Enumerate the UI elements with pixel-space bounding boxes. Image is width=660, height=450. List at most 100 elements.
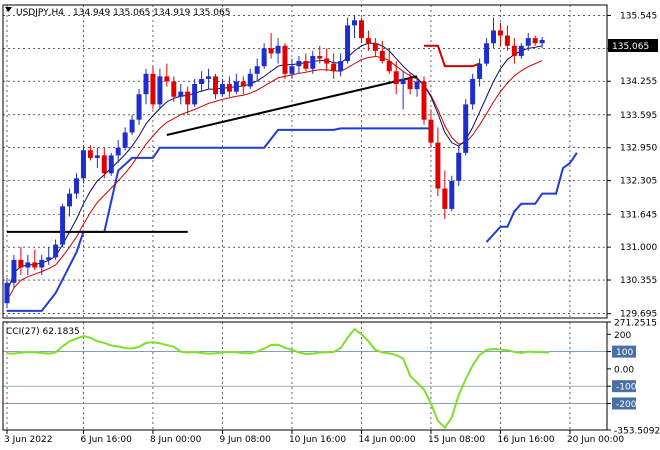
candle-body	[108, 155, 114, 174]
trend-line	[166, 75, 418, 136]
candle-body	[435, 142, 441, 189]
symbol-label: USDJPY,H4	[16, 8, 64, 18]
candle-body	[379, 50, 385, 62]
candle-body	[338, 61, 344, 72]
candle-body	[456, 152, 462, 181]
candle-body	[39, 259, 45, 268]
candle-body	[46, 257, 52, 260]
cci-tick-label: -353.5092	[614, 427, 660, 437]
lower-envelope-line-late	[485, 152, 578, 243]
candle-body	[233, 81, 239, 92]
candle-body	[226, 84, 232, 92]
cci-line	[6, 327, 550, 430]
cci-tick-label: 0.00	[614, 365, 634, 375]
candle-body	[421, 81, 427, 120]
candle-body	[157, 76, 163, 105]
candle-body	[171, 81, 177, 97]
candle-body	[442, 188, 448, 209]
candle-body	[511, 45, 517, 56]
candle-body	[240, 81, 246, 87]
cci-tick-label: 200	[614, 331, 631, 341]
candle-body	[74, 178, 79, 194]
candle-body	[247, 73, 253, 87]
ohlc-label: 134.949 135.065 134.919 135.065	[73, 8, 230, 18]
candle-body	[282, 45, 288, 74]
candle-body	[393, 71, 399, 85]
fast-ma-line	[6, 42, 543, 294]
candle-body	[150, 73, 156, 105]
candle-body	[11, 259, 17, 283]
cci-level-tag	[612, 345, 636, 358]
price-tick-label: 131.645	[620, 210, 657, 220]
price-tick-label: 133.595	[620, 111, 657, 121]
candle-body	[32, 262, 38, 268]
candle-body	[101, 155, 107, 174]
cci-label: CCI(27) 62.1835	[6, 327, 80, 337]
cci-plot	[6, 327, 550, 430]
candle-body	[164, 76, 170, 82]
time-tick-label: 10 Jun 16:00	[289, 435, 346, 445]
main-plot-frame	[2, 4, 608, 319]
candle-body	[491, 30, 496, 44]
candle-body	[136, 94, 142, 120]
candle-body	[60, 206, 66, 245]
candle-body	[407, 78, 413, 90]
candle-body	[324, 58, 330, 64]
slow-ma-line	[6, 55, 543, 301]
time-axis: 3 Jun 2022 6 Jun 16:00 8 Jun 00:00 9 Jun 08…	[4, 430, 624, 445]
candle-body	[289, 66, 295, 74]
candle-body	[449, 180, 455, 209]
candle-body	[199, 78, 205, 85]
cci-level-tag	[612, 397, 636, 410]
candle-body	[358, 20, 364, 39]
candle-body	[470, 78, 476, 105]
candle-body	[386, 61, 392, 72]
price-tick-label: 132.950	[620, 144, 657, 154]
candle-body	[310, 55, 316, 69]
time-tick-label: 8 Jun 00:00	[150, 435, 202, 445]
candle-body	[317, 55, 323, 59]
cci-axis: 271.2515 200 100 0.00 -100 -200 -353.5092	[607, 319, 660, 437]
candle-body	[185, 91, 191, 105]
candle-body	[67, 193, 73, 207]
candle-body	[428, 119, 434, 143]
candle-body	[275, 45, 281, 54]
candle-body	[352, 20, 357, 26]
price-tag-box	[608, 39, 658, 52]
price-tag: 135.065	[608, 39, 658, 52]
candle-body	[25, 262, 31, 268]
candle-body	[345, 25, 351, 62]
candle-body	[497, 30, 503, 36]
candle-body	[80, 150, 86, 179]
candle-body	[18, 259, 24, 268]
cci-plot-frame	[2, 321, 608, 431]
triangle-down-icon[interactable]	[5, 7, 12, 12]
candle-body	[254, 66, 260, 74]
candle-body	[192, 84, 198, 105]
candle-body	[115, 147, 121, 156]
candle-body	[296, 61, 302, 67]
price-tick-label: 134.255	[620, 77, 657, 87]
candle-body	[331, 63, 337, 72]
time-tick-label: 20 Jun 00:00	[567, 435, 624, 445]
candle-body	[178, 91, 184, 97]
price-plot	[4, 15, 578, 312]
candle-body	[539, 39, 545, 44]
candle-body	[504, 35, 510, 46]
candle-body	[53, 244, 59, 258]
price-tick-label: 131.000	[620, 243, 657, 253]
candle-body	[219, 84, 225, 95]
candle-body	[261, 48, 267, 67]
candle-body	[303, 61, 309, 69]
candle-body	[400, 78, 406, 85]
time-tick-label: 3 Jun 2022	[4, 435, 52, 445]
price-tick-label: 135.545	[620, 11, 657, 21]
time-tick-label: 6 Jun 16:00	[80, 435, 132, 445]
candle-body	[365, 38, 371, 44]
cci-tick-label: -200	[616, 400, 637, 410]
candle-body	[129, 119, 135, 133]
cci-tick-label: -100	[616, 383, 637, 393]
lower-envelope-line	[7, 127, 431, 312]
price-tick-label: 132.305	[620, 177, 657, 187]
